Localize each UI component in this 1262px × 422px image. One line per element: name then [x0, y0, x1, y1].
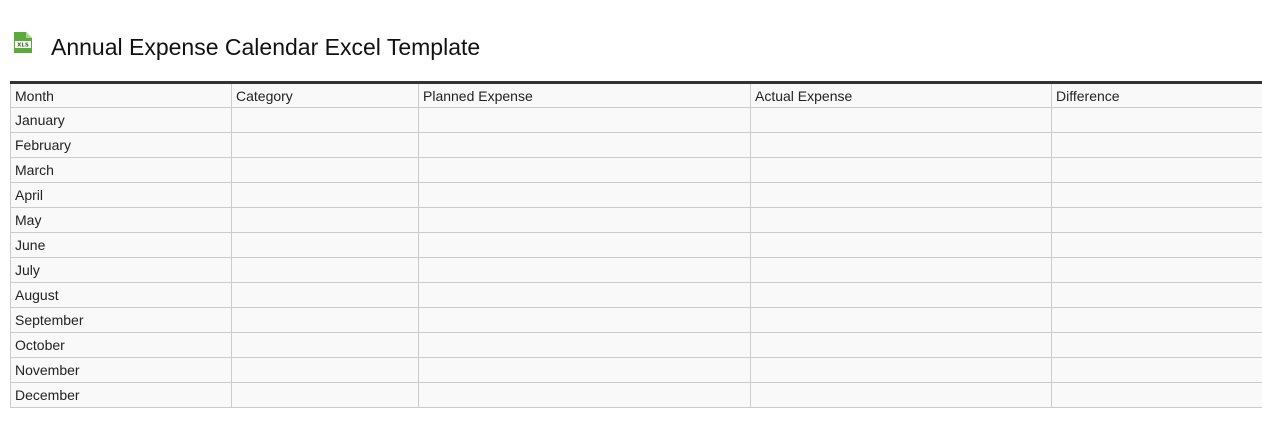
empty-cell [231, 257, 419, 283]
empty-cell [1051, 107, 1262, 133]
empty-cell [750, 207, 1052, 233]
table-row: October [10, 332, 1262, 358]
empty-cell [418, 282, 751, 308]
empty-cell [418, 257, 751, 283]
empty-cell [231, 357, 419, 383]
empty-cell [418, 232, 751, 258]
table-cell: July [10, 257, 232, 283]
expense-table: Month Category Planned Expense Actual Expen… [10, 81, 1262, 408]
empty-cell [750, 157, 1052, 183]
table-row: August [10, 282, 1262, 308]
table-row: July [10, 257, 1262, 283]
empty-cell [750, 182, 1052, 208]
empty-cell [231, 282, 419, 308]
empty-cell [750, 282, 1052, 308]
table-cell: February [10, 132, 232, 158]
table-cell: September [10, 307, 232, 333]
empty-cell [1051, 282, 1262, 308]
table-row: December [10, 382, 1262, 408]
table-cell: October [10, 332, 232, 358]
table-cell: December [10, 382, 232, 408]
empty-cell [418, 132, 751, 158]
header-row: Month Category Planned Expense Actual Expen… [10, 82, 1262, 108]
table-cell: June [10, 232, 232, 258]
empty-cell [418, 357, 751, 383]
empty-cell [231, 132, 419, 158]
empty-cell [1051, 257, 1262, 283]
empty-cell [418, 157, 751, 183]
empty-cell [1051, 182, 1262, 208]
empty-cell [750, 332, 1052, 358]
empty-cell [750, 232, 1052, 258]
empty-cell [418, 107, 751, 133]
empty-cell [418, 382, 751, 408]
empty-cell [231, 332, 419, 358]
column-header: Planned Expense [418, 82, 751, 108]
table-cell: November [10, 357, 232, 383]
column-header: Month [10, 82, 232, 108]
table-row: May [10, 207, 1262, 233]
empty-cell [231, 232, 419, 258]
empty-cell [750, 307, 1052, 333]
empty-cell [231, 307, 419, 333]
table-cell: August [10, 282, 232, 308]
table-cell: April [10, 182, 232, 208]
empty-cell [231, 157, 419, 183]
empty-cell [750, 107, 1052, 133]
column-header: Difference [1051, 82, 1262, 108]
table-cell: March [10, 157, 232, 183]
column-header: Category [231, 82, 419, 108]
table-row: September [10, 307, 1262, 333]
empty-cell [1051, 232, 1262, 258]
table-row: April [10, 182, 1262, 208]
empty-cell [750, 257, 1052, 283]
table-row: November [10, 357, 1262, 383]
empty-cell [750, 132, 1052, 158]
empty-cell [418, 182, 751, 208]
empty-cell [231, 207, 419, 233]
table-row: June [10, 232, 1262, 258]
empty-cell [231, 382, 419, 408]
empty-cell [1051, 207, 1262, 233]
table-cell: May [10, 207, 232, 233]
empty-cell [418, 307, 751, 333]
table-row: February [10, 132, 1262, 158]
page-title: Annual Expense Calendar Excel Template [51, 34, 481, 60]
empty-cell [1051, 132, 1262, 158]
column-header: Actual Expense [750, 82, 1052, 108]
file-icon: XLS [14, 32, 32, 53]
table-row: March [10, 157, 1262, 183]
icon-label: XLS [17, 43, 29, 49]
empty-cell [231, 182, 419, 208]
empty-cell [418, 332, 751, 358]
empty-cell [750, 357, 1052, 383]
table-row: January [10, 107, 1262, 133]
empty-cell [1051, 357, 1262, 383]
empty-cell [418, 207, 751, 233]
empty-cell [1051, 382, 1262, 408]
empty-cell [750, 382, 1052, 408]
empty-cell [1051, 332, 1262, 358]
empty-cell [1051, 307, 1262, 333]
empty-cell [231, 107, 419, 133]
empty-cell [1051, 157, 1262, 183]
table-cell: January [10, 107, 232, 133]
